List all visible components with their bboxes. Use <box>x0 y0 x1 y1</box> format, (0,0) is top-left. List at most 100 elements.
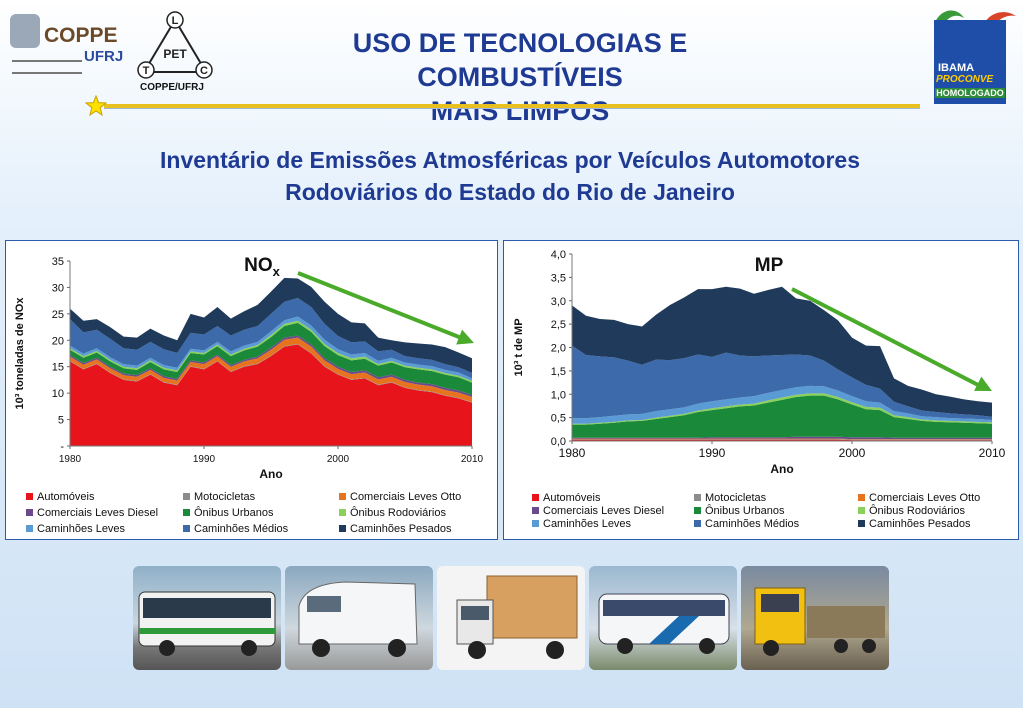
mp-area-5 <box>572 395 992 438</box>
nox-legend-swatch <box>26 525 33 532</box>
nox-y-axis-label: 10³ toneladas de NOx <box>14 297 26 410</box>
nox-chart-title: NOx <box>244 255 281 279</box>
proconve-label: PROCONVE <box>936 74 994 85</box>
nox-trend-arrow-head <box>456 329 474 345</box>
van-photo <box>285 566 433 670</box>
coppe-logo: COPPE UFRJ <box>10 10 138 76</box>
mp-legend-swatch <box>532 507 539 514</box>
nox-legend-item: Caminhões Pesados <box>339 523 452 535</box>
mp-y-tick-label: 3,5 <box>551 272 566 284</box>
mp-x-tick-label: 1980 <box>559 446 586 460</box>
nox-chart-panel: - 5 10 15 20 25 30 35 1980 1990 2000 2010 Ano 10³ ton… <box>5 240 498 540</box>
nox-legend-item: Comerciais Leves Otto <box>339 491 461 503</box>
nox-legend-item: Comerciais Leves Diesel <box>26 507 158 519</box>
nox-legend-swatch <box>339 509 346 516</box>
mp-legend-item: Caminhões Pesados <box>858 518 971 530</box>
mp-legend-label: Motocicletas <box>705 492 767 504</box>
van-icon <box>298 581 418 657</box>
mp-y-tick-label: 0,0 <box>551 436 566 448</box>
pet-letter-l: L <box>172 15 179 27</box>
nox-legend-item: Ônibus Urbanos <box>183 507 274 519</box>
pet-logo: L T C PET COPPE/UFRJ <box>136 10 214 96</box>
mp-legend-item: Comerciais Leves Otto <box>858 492 980 504</box>
bus-photo <box>133 566 281 670</box>
mp-y-tick-label: 1,0 <box>551 389 566 401</box>
mp-legend-swatch <box>694 520 701 527</box>
mp-legend-item: Comerciais Leves Diesel <box>532 505 664 517</box>
mp-chart: 0,0 0,5 1,0 1,5 2,0 2,5 3,0 3,5 4,0 1980 1990 2000 2… <box>513 249 1006 476</box>
nox-y-tick-label: 35 <box>52 256 64 268</box>
pet-triangle-icon: L T C PET <box>137 11 213 79</box>
nox-y-tick-label: 15 <box>52 362 64 374</box>
vehicle-photo-strip <box>133 566 913 670</box>
mp-x-axis-label: Ano <box>770 462 793 476</box>
nox-y-tick-label: 20 <box>52 335 64 347</box>
pet-caption: COPPE/UFRJ <box>140 82 204 93</box>
mp-legend-label: Caminhões Médios <box>705 518 800 530</box>
mp-chart-title: MP <box>755 255 784 276</box>
mp-chart-panel: 0,0 0,5 1,0 1,5 2,0 2,5 3,0 3,5 4,0 1980 1990 2000 2… <box>503 240 1019 540</box>
coppe-logo-stripes <box>12 60 82 74</box>
mp-area-8 <box>572 345 992 420</box>
nox-legend-swatch <box>26 509 33 516</box>
nox-legend-item: Ônibus Rodoviários <box>339 507 446 519</box>
nox-legend-item: Caminhões Médios <box>183 523 288 535</box>
nox-legend-label: Motocicletas <box>194 491 256 503</box>
page-title-line2: MAIS LIMPOS <box>430 96 610 126</box>
nox-chart-title-subscript: x <box>273 264 281 279</box>
nox-legend-swatch <box>183 525 190 532</box>
nox-legend-swatch <box>339 493 346 500</box>
ibama-logo: IBAMA PROCONVE HOMOLOGADO <box>924 2 1020 106</box>
nox-legend-item: Caminhões Leves <box>26 523 125 535</box>
mp-trend-arrow-head <box>974 376 992 391</box>
city-bus-icon <box>138 591 276 656</box>
pet-letter-t: T <box>143 65 150 77</box>
nox-legend-item: Automóveis <box>26 491 94 503</box>
nox-x-tick-label: 1990 <box>193 454 216 465</box>
mp-area-6 <box>572 393 992 425</box>
mp-legend-swatch <box>532 494 539 501</box>
nox-legend-label: Ônibus Urbanos <box>194 507 274 519</box>
nox-legend-label: Ônibus Rodoviários <box>350 507 446 519</box>
mp-y-tick-label: 4,0 <box>551 249 566 261</box>
mp-legend-swatch <box>858 507 865 514</box>
subtitle-line1: Inventário de Emissões Atmosféricas por … <box>160 147 860 173</box>
nox-legend-swatch <box>26 493 33 500</box>
mp-area-2 <box>572 439 992 441</box>
mp-legend-label: Ônibus Urbanos <box>705 505 785 517</box>
nox-y-tick-label: 5 <box>58 415 64 427</box>
mp-x-tick-label: 2010 <box>979 446 1006 460</box>
nox-area-9 <box>70 277 472 374</box>
nox-legend-swatch <box>339 525 346 532</box>
coach-bus-icon <box>598 593 730 654</box>
nox-y-tick-label: 10 <box>52 388 64 400</box>
nox-legend-label: Caminhões Médios <box>194 523 289 535</box>
mp-y-tick-label: 3,0 <box>551 296 566 308</box>
nox-y-tick-label: 30 <box>52 282 64 294</box>
mp-y-tick-label: 2,5 <box>551 319 566 331</box>
mp-y-tick-label: 2,0 <box>551 343 566 355</box>
nox-y-tick-label: - <box>60 441 64 453</box>
mp-legend-label: Comerciais Leves Otto <box>869 492 981 504</box>
nox-x-tick-label: 2010 <box>461 454 484 465</box>
light-truck-icon <box>456 575 578 659</box>
mp-area-3 <box>572 438 992 440</box>
mp-trend-arrow-shaft <box>791 287 983 389</box>
mp-legend-item: Automóveis <box>532 492 600 504</box>
nox-legend-item: Motocicletas <box>183 491 255 503</box>
page-title: USO DE TECNOLOGIAS E COMBUSTÍVEIS MAIS L… <box>250 26 790 128</box>
mp-area-7 <box>572 385 992 424</box>
nox-area-2 <box>70 343 472 403</box>
mp-y-tick-label: 1,5 <box>551 366 566 378</box>
nox-chart: - 5 10 15 20 25 30 35 1980 1990 2000 2010 Ano 10³ ton… <box>14 255 484 481</box>
nox-area-1 <box>70 344 472 446</box>
mp-x-tick-label: 2000 <box>839 446 866 460</box>
star-icon <box>85 95 107 117</box>
nox-x-axis-label: Ano <box>259 467 282 481</box>
mp-legend-swatch <box>858 520 865 527</box>
mp-legend-swatch <box>532 520 539 527</box>
nox-trend-arrow-shaft <box>297 271 465 341</box>
mp-legend-swatch <box>694 494 701 501</box>
pet-letter-c: C <box>200 65 208 77</box>
mp-legend-item: Caminhões Médios <box>694 518 799 530</box>
